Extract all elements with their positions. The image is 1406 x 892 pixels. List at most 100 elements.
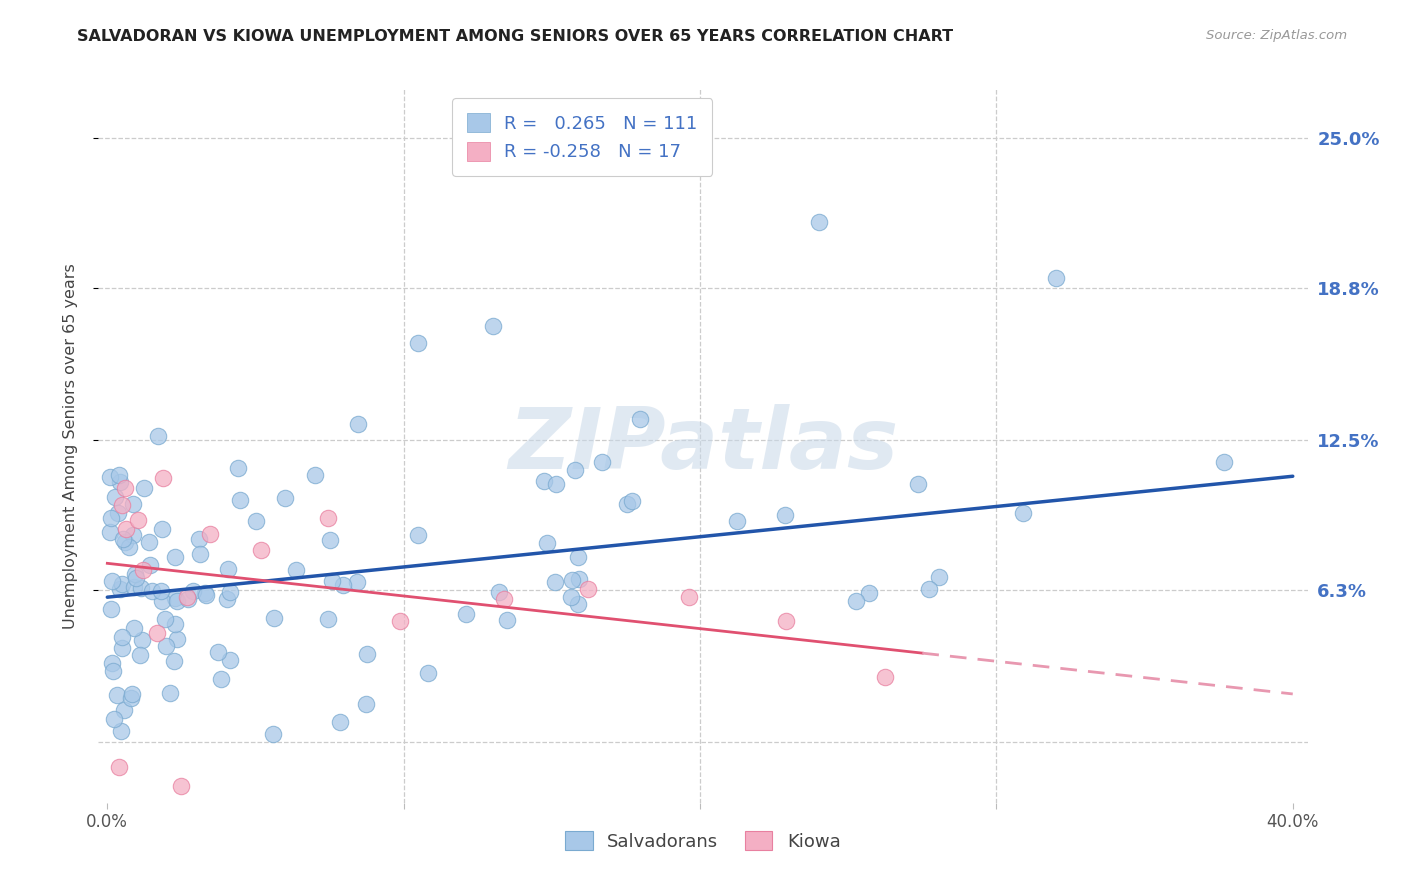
Point [111, 577, 134, 591]
Text: ZIPatlas: ZIPatlas [508, 404, 898, 488]
Point [129, 581, 152, 595]
Point [807, 215, 830, 229]
Point [120, 690, 142, 705]
Point [845, 593, 868, 607]
Point [107, 506, 129, 520]
Point [129, 648, 152, 663]
Point [576, 582, 599, 596]
Point [141, 583, 163, 598]
Point [98, 524, 121, 539]
Point [108, 475, 131, 490]
Point [112, 532, 135, 546]
Point [166, 594, 188, 608]
Point [332, 578, 354, 592]
Point [104, 490, 127, 504]
Point [567, 597, 589, 611]
Point [1213, 455, 1236, 469]
Point [125, 571, 148, 585]
Point [195, 588, 218, 602]
Point [488, 584, 510, 599]
Point [218, 653, 240, 667]
Point [139, 558, 162, 572]
Point [118, 540, 141, 554]
Point [346, 575, 368, 590]
Point [561, 573, 583, 587]
Point [775, 615, 797, 629]
Point [917, 582, 939, 597]
Point [163, 655, 186, 669]
Point [198, 527, 221, 541]
Point [678, 590, 700, 604]
Point [274, 491, 297, 505]
Point [165, 591, 187, 605]
Point [725, 514, 748, 528]
Point [536, 536, 558, 550]
Point [181, 584, 204, 599]
Point [544, 575, 567, 590]
Point [263, 610, 285, 624]
Text: SALVADORAN VS KIOWA UNEMPLOYMENT AMONG SENIORS OVER 65 YEARS CORRELATION CHART: SALVADORAN VS KIOWA UNEMPLOYMENT AMONG S… [77, 29, 953, 45]
Point [564, 463, 586, 477]
Point [121, 687, 143, 701]
Point [928, 570, 950, 584]
Point [131, 632, 153, 647]
Point [418, 666, 440, 681]
Point [112, 703, 135, 717]
Point [544, 476, 567, 491]
Point [408, 528, 430, 542]
Point [166, 632, 188, 646]
Point [170, 779, 193, 793]
Point [217, 591, 239, 606]
Point [132, 481, 155, 495]
Point [163, 616, 186, 631]
Point [114, 523, 136, 537]
Point [108, 582, 131, 597]
Point [321, 574, 343, 588]
Point [249, 543, 271, 558]
Point [217, 562, 239, 576]
Point [177, 592, 200, 607]
Point [245, 515, 267, 529]
Point [773, 508, 796, 523]
Point [114, 534, 136, 549]
Point [285, 563, 308, 577]
Point [408, 336, 430, 351]
Point [858, 586, 880, 600]
Point [155, 612, 177, 626]
Point [873, 670, 896, 684]
Legend: Salvadorans, Kiowa: Salvadorans, Kiowa [558, 824, 848, 858]
Point [454, 607, 477, 621]
Point [132, 563, 155, 577]
Point [176, 590, 198, 604]
Point [495, 613, 517, 627]
Point [194, 586, 217, 600]
Point [207, 645, 229, 659]
Point [108, 759, 131, 773]
Point [149, 584, 172, 599]
Point [356, 648, 378, 662]
Point [121, 497, 143, 511]
Y-axis label: Unemployment Among Seniors over 65 years: Unemployment Among Seniors over 65 years [63, 263, 77, 629]
Point [907, 477, 929, 491]
Point [152, 594, 174, 608]
Point [124, 566, 146, 581]
Point [114, 481, 136, 495]
Point [146, 626, 169, 640]
Point [228, 493, 250, 508]
Point [152, 471, 174, 485]
Point [122, 621, 145, 635]
Point [187, 532, 209, 546]
Point [492, 591, 515, 606]
Point [105, 688, 128, 702]
Point [159, 686, 181, 700]
Point [1045, 271, 1067, 285]
Point [103, 712, 125, 726]
Point [100, 602, 122, 616]
Point [567, 572, 589, 586]
Point [262, 727, 284, 741]
Point [128, 513, 150, 527]
Point [354, 697, 377, 711]
Point [319, 533, 342, 548]
Point [150, 522, 173, 536]
Point [316, 510, 339, 524]
